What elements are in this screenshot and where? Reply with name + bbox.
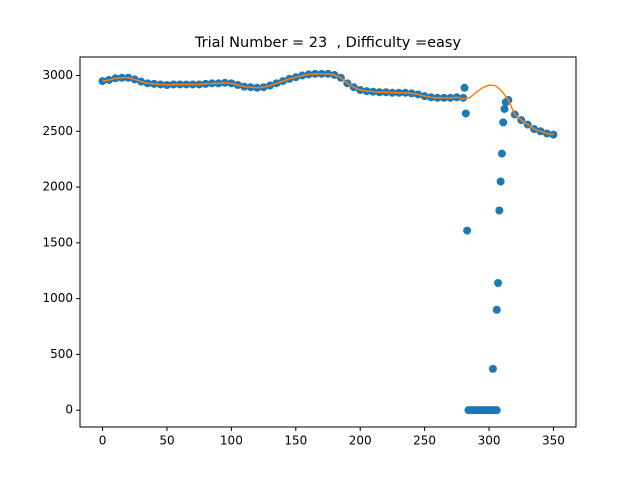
scatter-point — [460, 83, 469, 92]
scatter-point — [488, 364, 497, 373]
x-tick-label: 100 — [220, 434, 243, 448]
x-tick-label: 50 — [159, 434, 174, 448]
scatter-point — [500, 104, 509, 113]
scatter-point — [492, 305, 501, 314]
x-tick-label: 250 — [413, 434, 436, 448]
scatter-point — [497, 149, 506, 158]
y-tick-label: 0 — [65, 403, 73, 417]
scatter-point — [499, 118, 508, 127]
scatter-point — [495, 206, 504, 215]
x-tick-label: 300 — [478, 434, 501, 448]
y-tick-label: 1500 — [42, 235, 73, 249]
y-tick-label: 1000 — [42, 291, 73, 305]
y-tick-label: 2500 — [42, 124, 73, 138]
scatter-point — [98, 77, 107, 86]
scatter-point — [549, 130, 558, 139]
chart-title: Trial Number = 23 , Difficulty =easy — [194, 35, 462, 51]
y-tick-label: 500 — [50, 347, 73, 361]
plot-frame — [79, 56, 577, 428]
scatter-point — [463, 226, 472, 235]
x-tick-label: 200 — [349, 434, 372, 448]
scatter-point — [459, 93, 468, 102]
x-tick-label: 0 — [99, 434, 107, 448]
scatter-point — [461, 109, 470, 118]
scatter-point — [496, 177, 505, 186]
y-tick-label: 3000 — [42, 68, 73, 82]
x-tick-label: 350 — [542, 434, 565, 448]
scatter-point — [494, 278, 503, 287]
x-tick-label: 150 — [284, 434, 307, 448]
y-tick-label: 2000 — [42, 180, 73, 194]
line — [102, 73, 554, 136]
scatter-point — [492, 406, 501, 415]
